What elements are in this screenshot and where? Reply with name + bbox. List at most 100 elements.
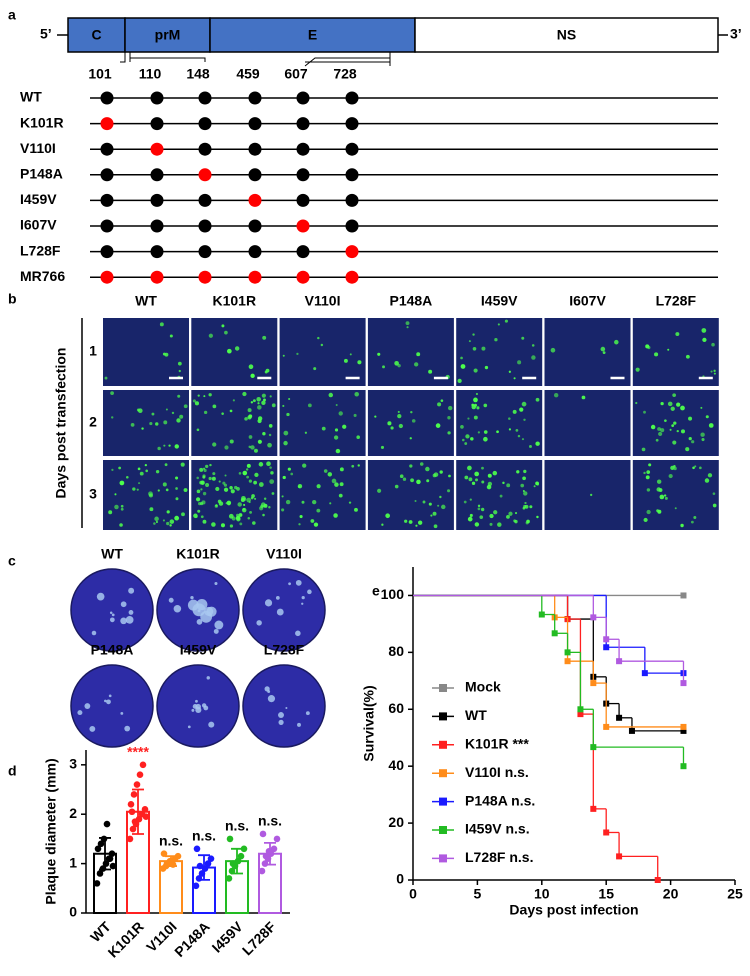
cell-signal: [711, 342, 715, 347]
plaque: [208, 721, 215, 728]
cell-signal: [285, 499, 291, 505]
strain-name: V110I: [20, 140, 56, 156]
cell-signal: [247, 408, 252, 413]
cell-signal: [282, 404, 285, 407]
cell-signal: [296, 352, 299, 355]
cell-signal: [650, 424, 656, 430]
cell-signal: [327, 472, 333, 477]
marker: [680, 592, 687, 599]
micrograph: [544, 318, 631, 386]
cell-signal: [177, 361, 182, 366]
cell-signal: [119, 523, 123, 527]
cell-signal: [409, 464, 413, 468]
cell-signal: [432, 511, 437, 516]
legend-marker: [439, 740, 447, 749]
cell-signal: [262, 513, 265, 517]
cell-signal: [701, 437, 705, 442]
data-point: [198, 870, 206, 877]
cell-signal: [338, 411, 343, 416]
column-label: K101R: [213, 293, 257, 309]
plaque: [197, 609, 201, 613]
cell-signal: [227, 348, 232, 354]
cell-signal: [496, 430, 499, 434]
plaque: [191, 708, 195, 712]
cell-signal: [529, 505, 533, 509]
cell-signal: [479, 515, 484, 519]
site-dot: [100, 219, 114, 233]
plaque: [214, 620, 224, 630]
cell-signal: [535, 481, 539, 486]
cell-signal: [211, 476, 216, 481]
cell-signal: [281, 508, 285, 512]
plaque: [128, 610, 134, 615]
cell-signal: [254, 497, 257, 500]
cell-signal: [179, 414, 184, 419]
cell-signal: [119, 480, 125, 486]
cell-signal: [162, 482, 167, 487]
cell-signal: [136, 408, 140, 412]
cell-signal: [202, 475, 206, 479]
cell-signal: [475, 478, 478, 482]
cell-signal: [196, 476, 199, 480]
cell-signal: [447, 489, 451, 493]
cell-signal: [657, 427, 662, 431]
cell-signal: [175, 497, 179, 501]
data-point: [103, 820, 111, 828]
cell-signal: [387, 421, 392, 426]
cell-signal: [174, 515, 180, 521]
cell-signal: [435, 423, 441, 428]
cell-signal: [159, 322, 164, 327]
cell-signal: [313, 367, 317, 371]
cell-signal: [699, 466, 702, 470]
site-dot: [150, 142, 164, 156]
cell-signal: [328, 392, 334, 398]
row-label: 1: [89, 343, 97, 359]
cell-signal: [655, 438, 659, 442]
cell-signal: [464, 475, 469, 480]
plaque: [104, 699, 107, 703]
data-point: [160, 850, 168, 858]
cell-signal: [270, 471, 274, 475]
cell-signal: [398, 423, 403, 429]
cell-signal: [713, 372, 716, 375]
data-point: [94, 845, 102, 853]
cell-signal: [232, 399, 235, 402]
cell-signal: [208, 393, 212, 397]
cell-signal: [247, 516, 251, 520]
cell-signal: [212, 404, 217, 409]
cell-signal: [672, 440, 677, 445]
site-dot: [150, 168, 164, 182]
site-dot: [100, 91, 114, 105]
cell-signal: [402, 477, 407, 481]
cell-signal: [200, 515, 204, 519]
cell-signal: [669, 428, 672, 431]
cell-signal: [670, 406, 675, 411]
cell-signal: [199, 480, 203, 485]
cell-signal: [521, 336, 525, 340]
cell-signal: [248, 435, 253, 439]
site-dot: [198, 91, 212, 105]
cell-signal: [250, 445, 255, 450]
plaque: [96, 592, 105, 601]
cell-signal: [380, 445, 385, 450]
cell-signal: [700, 406, 703, 409]
micrograph: [279, 460, 366, 530]
cell-signal: [667, 401, 673, 407]
cell-signal: [690, 520, 694, 524]
cell-signal: [174, 444, 180, 449]
cell-signal: [154, 516, 159, 522]
data-point: [234, 857, 242, 865]
plaque: [307, 589, 312, 595]
data-point: [201, 865, 209, 872]
cell-signal: [171, 411, 175, 415]
position-label: 607: [284, 66, 308, 82]
cell-signal: [283, 430, 289, 436]
plaque: [124, 725, 131, 732]
cell-signal: [390, 426, 394, 430]
cell-signal: [675, 332, 680, 337]
plate: [242, 664, 326, 748]
cell-signal: [250, 401, 254, 404]
plaque: [195, 703, 201, 710]
data-point: [262, 852, 270, 860]
